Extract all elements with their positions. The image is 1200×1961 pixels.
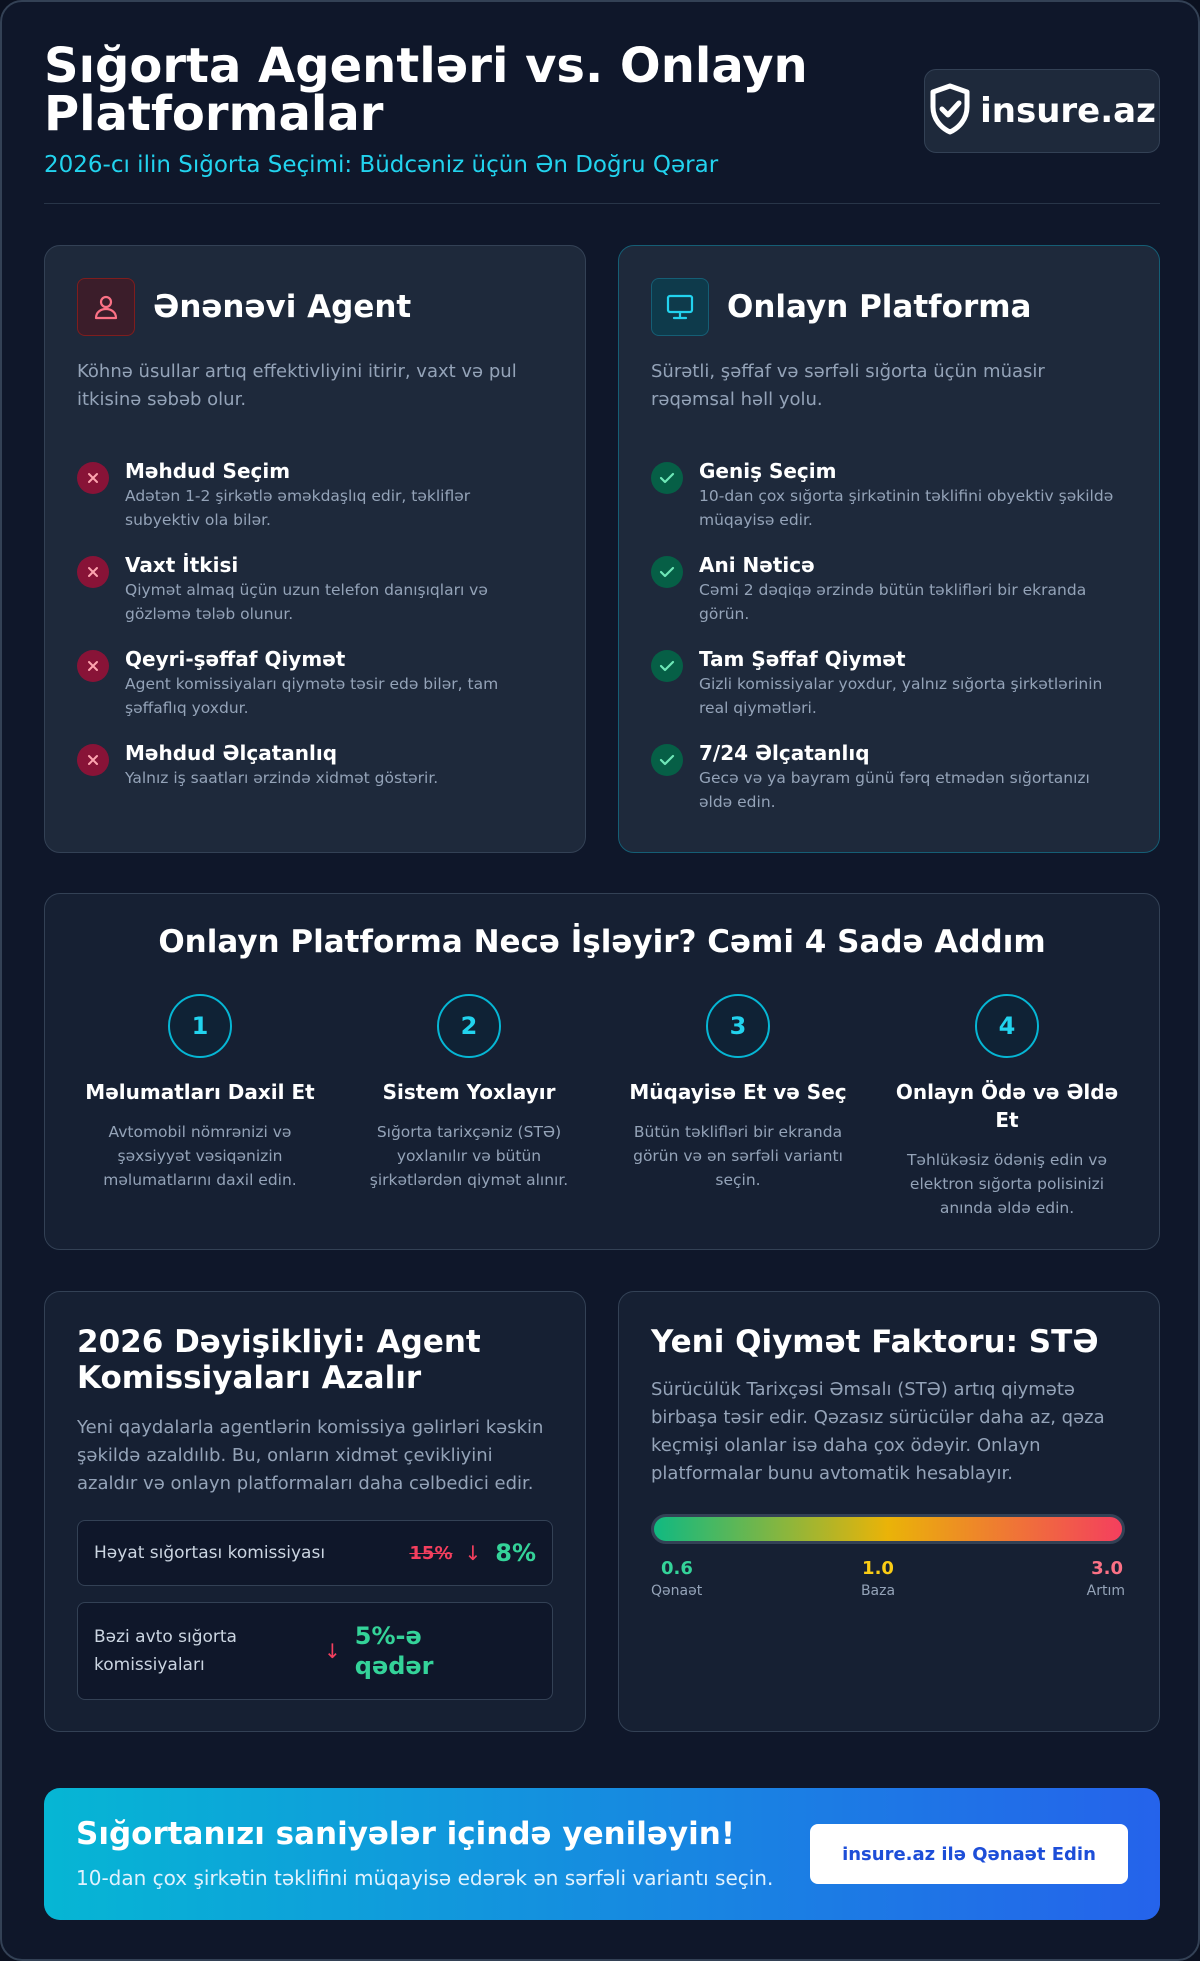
- online-card-title: Onlayn Platforma: [727, 289, 1032, 325]
- gauge-label: Artım: [1086, 1583, 1125, 1599]
- step-item: 3 Müqayisə Et və Seç Bütün təklifləri bi…: [618, 994, 858, 1192]
- factor-description: Sürücülük Tarixçəsi Əmsalı (STƏ) artıq q…: [651, 1379, 1105, 1484]
- list-item: Tam Şəffaf Qiymət Gizli komissiyalar yox…: [651, 646, 1121, 720]
- list-item: Ani Nəticə Cəmi 2 dəqiqə ərzində bütün t…: [651, 552, 1121, 626]
- page-subtitle: 2026-cı ilin Sığorta Seçimi: Büdcəniz üç…: [44, 152, 719, 178]
- step-text: Təhlükəsiz ödəniş edin və elektron sığor…: [906, 1151, 1108, 1217]
- commission-label: Bəzi avto sığorta komissiyaları: [94, 1627, 237, 1675]
- feature-text: Gizli komissiyalar yoxdur, yalnız sığort…: [699, 675, 1103, 717]
- check-icon: [651, 462, 683, 494]
- logo[interactable]: insure.az: [924, 69, 1160, 153]
- feature-title: Məhdud Əlçatanlıq: [125, 741, 338, 765]
- gauge-label: Baza: [860, 1583, 896, 1599]
- online-card: Onlayn Platforma Sürətli, şəffaf və sərf…: [618, 245, 1160, 853]
- arrow-down-icon: ↓: [324, 1639, 341, 1663]
- gauge-label: Qənaət: [651, 1583, 703, 1599]
- header: Sığorta Agentləri vs. Onlayn Platformala…: [44, 42, 1160, 204]
- step-title: Onlayn Ödə və Əldə Et: [895, 1080, 1119, 1132]
- step-item: 4 Onlayn Ödə və Əldə Et Təhlükəsiz ödəni…: [887, 994, 1127, 1220]
- list-item: Məhdud Seçim Adətən 1-2 şirkətlə əməkdaş…: [77, 458, 547, 532]
- agent-card-title: Ənənəvi Agent: [153, 289, 412, 325]
- step-number: 4: [975, 994, 1039, 1058]
- step-item: 1 Məlumatları Daxil Et Avtomobil nömrəni…: [80, 994, 320, 1192]
- monitor-icon: [651, 278, 709, 336]
- step-number: 1: [168, 994, 232, 1058]
- factor-title: Yeni Qiymət Faktoru: STƏ: [651, 1324, 1099, 1360]
- feature-text: 10-dan çox sığorta şirkətinin təklifini …: [699, 487, 1114, 529]
- gauge-value: 0.6: [661, 1558, 693, 1579]
- online-feature-list: Geniş Seçim 10-dan çox sığorta şirkətini…: [651, 458, 1121, 834]
- step-title: Sistem Yoxlayır: [382, 1080, 556, 1104]
- step-text: Bütün təklifləri bir ekranda görün və ən…: [633, 1123, 843, 1189]
- feature-text: Cəmi 2 dəqiqə ərzində bütün təklifləri b…: [699, 581, 1087, 623]
- user-icon: [77, 278, 135, 336]
- feature-text: Gecə və ya bayram günü fərq etmədən sığo…: [699, 769, 1090, 811]
- list-item: Məhdud Əlçatanlıq Yalnız iş saatları ərz…: [77, 740, 547, 790]
- step-number: 3: [706, 994, 770, 1058]
- gauge-value: 3.0: [1091, 1558, 1123, 1579]
- check-icon: [651, 650, 683, 682]
- commission-row: Həyat sığortası komissiyası 15% ↓ 8%: [77, 1520, 553, 1586]
- gauge-item: 3.0 Artım: [1087, 1558, 1125, 1599]
- commission-title: 2026 Dəyişikliyi: Agent Komissiyaları Az…: [77, 1324, 481, 1396]
- cross-icon: [77, 556, 109, 588]
- list-item: Qeyri-şəffaf Qiymət Agent komissiyaları …: [77, 646, 547, 720]
- feature-title: Geniş Seçim: [699, 459, 837, 483]
- agent-card-description: Köhnə üsullar artıq effektivliyini itiri…: [77, 361, 517, 410]
- step-title: Müqayisə Et və Seç: [629, 1080, 847, 1104]
- new-value: 8%: [495, 1539, 536, 1567]
- cross-icon: [77, 462, 109, 494]
- save-with-insure-button[interactable]: insure.az ilə Qənaət Edin: [810, 1824, 1128, 1884]
- cta-banner: Sığortanızı saniyələr içində yeniləyin! …: [44, 1788, 1160, 1920]
- step-number: 2: [437, 994, 501, 1058]
- list-item: 7/24 Əlçatanlıq Gecə və ya bayram günü f…: [651, 740, 1121, 814]
- step-title: Məlumatları Daxil Et: [85, 1080, 315, 1104]
- factor-panel: Yeni Qiymət Faktoru: STƏ Sürücülük Tarix…: [618, 1291, 1160, 1732]
- steps-section: Onlayn Platforma Necə İşləyir? Cəmi 4 Sa…: [44, 893, 1160, 1250]
- list-item: Geniş Seçim 10-dan çox sığorta şirkətini…: [651, 458, 1121, 532]
- gauge-item: 1.0 Baza: [838, 1558, 918, 1599]
- online-card-description: Sürətli, şəffaf və sərfəli sığorta üçün …: [651, 361, 1045, 410]
- feature-text: Yalnız iş saatları ərzində xidmət göstər…: [125, 769, 439, 787]
- cta-subtitle: 10-dan çox şirkətin təklifini müqayisə e…: [76, 1866, 774, 1890]
- commission-panel: 2026 Dəyişikliyi: Agent Komissiyaları Az…: [44, 1291, 586, 1732]
- step-text: Sığorta tarixçəniz (STƏ) yoxlanılır və b…: [369, 1123, 569, 1189]
- cta-title: Sığortanızı saniyələr içində yeniləyin!: [76, 1816, 735, 1852]
- steps-title: Onlayn Platforma Necə İşləyir? Cəmi 4 Sa…: [158, 924, 1046, 960]
- feature-text: Qiymət almaq üçün uzun telefon danışıqla…: [125, 581, 488, 623]
- logo-text: insure.az: [980, 91, 1156, 131]
- old-value: 15%: [409, 1542, 453, 1564]
- check-icon: [651, 744, 683, 776]
- gauge-value: 1.0: [862, 1558, 894, 1579]
- agent-feature-list: Məhdud Seçim Adətən 1-2 şirkətlə əməkdaş…: [77, 458, 547, 810]
- feature-text: Adətən 1-2 şirkətlə əməkdaşlıq edir, tək…: [125, 487, 471, 529]
- shield-check-icon: [928, 83, 972, 139]
- step-item: 2 Sistem Yoxlayır Sığorta tarixçəniz (ST…: [349, 994, 589, 1192]
- new-value: 5%-ə qədər: [354, 1622, 434, 1680]
- feature-title: Tam Şəffaf Qiymət: [699, 647, 906, 671]
- cross-icon: [77, 650, 109, 682]
- feature-text: Agent komissiyaları qiymətə təsir edə bi…: [125, 675, 499, 717]
- commission-row: Bəzi avto sığorta komissiyaları ↓ 5%-ə q…: [77, 1602, 553, 1700]
- commission-description: Yeni qaydalarla agentlərin komissiya gəl…: [77, 1417, 544, 1494]
- arrow-down-icon: ↓: [464, 1541, 482, 1565]
- page-title: Sığorta Agentləri vs. Onlayn Platformala…: [44, 38, 808, 142]
- step-text: Avtomobil nömrənizi və şəxsiyyət vəsiqən…: [103, 1123, 297, 1189]
- commission-label: Həyat sığortası komissiyası: [94, 1543, 326, 1563]
- feature-title: Vaxt İtkisi: [125, 553, 239, 577]
- check-icon: [651, 556, 683, 588]
- ste-gauge-labels: 0.6 Qənaət 1.0 Baza 3.0 Artım: [651, 1558, 1125, 1608]
- cross-icon: [77, 744, 109, 776]
- feature-title: Məhdud Seçim: [125, 459, 291, 483]
- feature-title: Ani Nəticə: [699, 553, 815, 577]
- feature-title: Qeyri-şəffaf Qiymət: [125, 647, 346, 671]
- agent-card: Ənənəvi Agent Köhnə üsullar artıq effekt…: [44, 245, 586, 853]
- feature-title: 7/24 Əlçatanlıq: [699, 741, 870, 765]
- gauge-item: 0.6 Qənaət: [651, 1558, 702, 1599]
- list-item: Vaxt İtkisi Qiymət almaq üçün uzun telef…: [77, 552, 547, 626]
- ste-gauge-bar: [651, 1514, 1125, 1544]
